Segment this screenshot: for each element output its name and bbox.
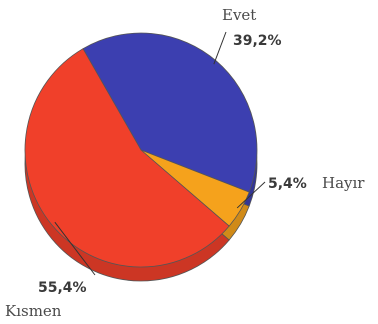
leader-line-2 (54, 221, 96, 276)
slice-2 (24, 48, 230, 268)
slice-label-hayir: Hayır (322, 174, 365, 192)
slice-label-kismen: Kısmen (5, 302, 62, 320)
pie-slices (24, 32, 258, 268)
slice-0 (82, 32, 258, 193)
leader-line-0 (213, 31, 227, 65)
slice-value-evet: 39,2% (233, 33, 282, 49)
leader-line-1 (236, 181, 266, 209)
slice-value-hayir: 5,4% (268, 176, 307, 192)
leader-lines (54, 31, 266, 276)
slice-label-evet: Evet (222, 6, 256, 24)
slice-value-kismen: 55,4% (38, 280, 87, 296)
